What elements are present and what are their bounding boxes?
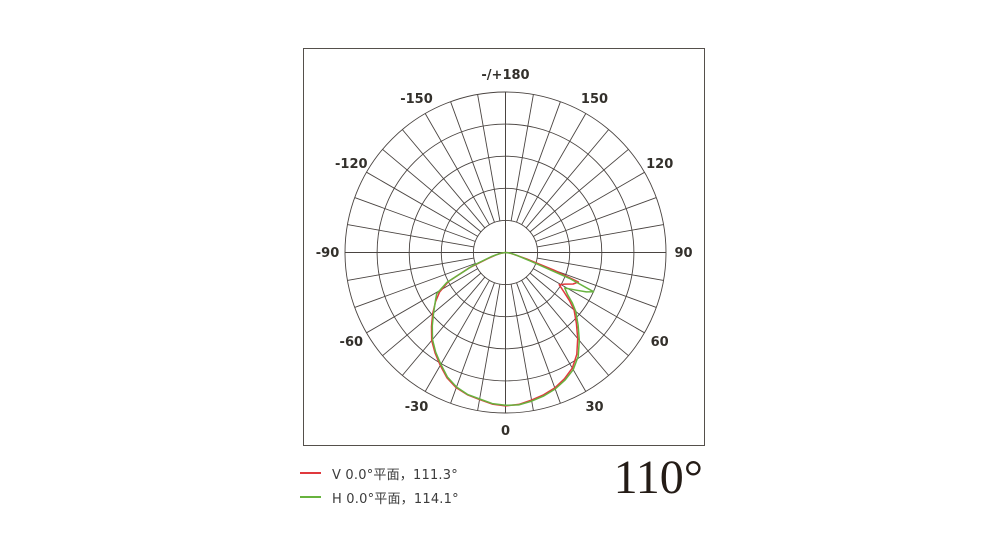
grid-spoke — [347, 257, 474, 281]
grid-spoke — [477, 284, 501, 411]
curve-h-plane — [431, 251, 595, 407]
legend: V 0.0°平面，111.3° H 0.0°平面，114.1° — [300, 461, 459, 509]
grid-spoke — [450, 101, 495, 223]
grid-spoke — [401, 276, 486, 376]
grid-spoke — [354, 197, 476, 242]
angle-label: -90 — [316, 246, 340, 261]
grid-spoke — [533, 171, 645, 237]
grid-spoke — [424, 113, 490, 225]
angle-label: 30 — [585, 400, 603, 415]
grid-spoke — [510, 284, 534, 411]
legend-label-h: H 0.0°平面，114.1° — [332, 491, 459, 507]
angle-label: 90 — [674, 246, 692, 261]
grid-spoke — [382, 148, 482, 233]
grid-spoke — [477, 94, 501, 221]
angle-label: -60 — [340, 335, 364, 350]
grid-spoke — [516, 101, 561, 223]
legend-item-h: H 0.0°平面，114.1° — [300, 485, 459, 509]
grid-spoke — [525, 129, 610, 229]
legend-label-v: V 0.0°平面，111.3° — [332, 467, 458, 483]
grid-spoke — [366, 171, 478, 237]
grid-spoke — [347, 224, 474, 248]
grid-spoke — [529, 272, 629, 357]
grid-spoke — [366, 268, 478, 334]
legend-item-v: V 0.0°平面，111.3° — [300, 461, 459, 485]
angle-label: 120 — [646, 157, 673, 172]
grid-spoke — [521, 113, 587, 225]
polar-chart-frame: -/+180 -150 150 -120 120 -90 90 -60 60 -30 30 0 — [303, 48, 705, 446]
grid-spoke — [450, 282, 495, 404]
angle-label: -150 — [400, 92, 433, 107]
angle-label: 0 — [501, 424, 510, 439]
grid-spoke — [529, 148, 629, 233]
angle-label: 150 — [581, 92, 608, 107]
grid-spoke — [424, 280, 490, 392]
grid-spoke — [525, 276, 610, 376]
angle-label: 60 — [651, 335, 669, 350]
angle-label: -120 — [335, 157, 368, 172]
grid-spoke — [401, 129, 486, 229]
grid-spoke — [533, 268, 645, 334]
grid-spoke — [516, 282, 561, 404]
angle-label: -30 — [405, 400, 429, 415]
beam-angle-value: 110° — [613, 451, 703, 504]
grid-spoke — [382, 272, 482, 357]
angle-label: -/+180 — [481, 68, 529, 83]
grid-spoke — [537, 224, 664, 248]
grid-spoke — [354, 263, 476, 308]
grid-spoke — [537, 257, 664, 281]
grid-spoke — [535, 197, 657, 242]
legend-dash-icon-h — [300, 496, 321, 498]
legend-dash-icon-v — [300, 472, 321, 474]
grid-spoke — [510, 94, 534, 221]
polar-chart: -/+180 -150 150 -120 120 -90 90 -60 60 -30 30 0 — [316, 68, 693, 439]
grid-spoke — [521, 280, 587, 392]
